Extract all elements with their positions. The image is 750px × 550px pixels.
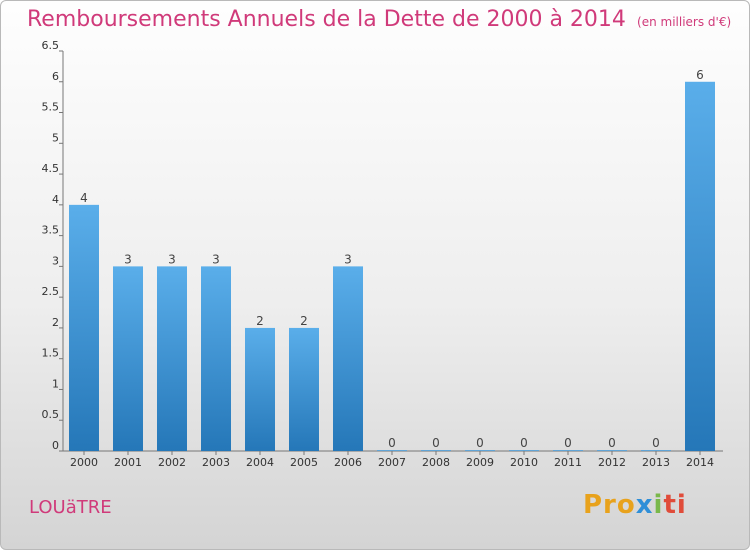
x-tick-label-2011: 2011 bbox=[554, 456, 582, 469]
value-label-2005: 2 bbox=[300, 314, 308, 328]
x-tick-label-2009: 2009 bbox=[466, 456, 494, 469]
bar-2006 bbox=[333, 266, 363, 451]
bar-2011 bbox=[553, 450, 583, 451]
bar-2001 bbox=[113, 266, 143, 451]
y-tick-label: 6.5 bbox=[42, 39, 60, 52]
bar-2004 bbox=[245, 327, 275, 451]
bar-2007 bbox=[377, 450, 407, 451]
chart-title-unit: (en milliers d'€) bbox=[637, 15, 732, 29]
y-tick-label: 1 bbox=[52, 377, 59, 390]
value-label-2004: 2 bbox=[256, 314, 264, 328]
x-tick-label-2010: 2010 bbox=[510, 456, 538, 469]
x-tick-label-2013: 2013 bbox=[642, 456, 670, 469]
value-label-2001: 3 bbox=[124, 252, 132, 266]
bar-2005 bbox=[289, 327, 319, 451]
value-label-2011: 0 bbox=[564, 436, 572, 450]
y-tick-label: 3 bbox=[52, 254, 59, 267]
bar-2013 bbox=[641, 450, 671, 451]
y-tick-label: 0.5 bbox=[42, 408, 60, 421]
value-label-2003: 3 bbox=[212, 252, 220, 266]
bar-2010 bbox=[509, 450, 539, 451]
y-tick-label: 4.5 bbox=[42, 162, 60, 175]
bar-2002 bbox=[157, 266, 187, 451]
value-label-2012: 0 bbox=[608, 436, 616, 450]
x-tick-label-2005: 2005 bbox=[290, 456, 318, 469]
bar-2000 bbox=[69, 204, 99, 451]
bar-2012 bbox=[597, 450, 627, 451]
y-tick-label: 6 bbox=[52, 70, 59, 83]
value-label-2002: 3 bbox=[168, 252, 176, 266]
value-label-2006: 3 bbox=[344, 252, 352, 266]
x-tick-label-2003: 2003 bbox=[202, 456, 230, 469]
value-label-2000: 4 bbox=[80, 191, 88, 205]
x-tick-label-2004: 2004 bbox=[246, 456, 274, 469]
value-label-2009: 0 bbox=[476, 436, 484, 450]
commune-name: LOUäTRE bbox=[29, 497, 112, 518]
chart-title: Remboursements Annuels de la Dette de 20… bbox=[27, 7, 731, 32]
value-label-2008: 0 bbox=[432, 436, 440, 450]
bar-2009 bbox=[465, 450, 495, 451]
y-tick-label: 2.5 bbox=[42, 285, 60, 298]
x-tick-label-2014: 2014 bbox=[686, 456, 714, 469]
value-label-2010: 0 bbox=[520, 436, 528, 450]
proxiti-logo: Proxiti bbox=[583, 490, 687, 520]
bar-2008 bbox=[421, 450, 451, 451]
value-label-2013: 0 bbox=[652, 436, 660, 450]
y-tick-label: 5 bbox=[52, 131, 59, 144]
x-tick-label-2002: 2002 bbox=[158, 456, 186, 469]
y-tick-label: 2 bbox=[52, 316, 59, 329]
x-tick-label-2007: 2007 bbox=[378, 456, 406, 469]
bar-2003 bbox=[201, 266, 231, 451]
y-tick-label: 1.5 bbox=[42, 347, 60, 360]
bar-2014 bbox=[685, 81, 715, 452]
value-label-2014: 6 bbox=[696, 68, 704, 82]
chart-title-main: Remboursements Annuels de la Dette de 20… bbox=[27, 7, 626, 32]
x-tick-label-2006: 2006 bbox=[334, 456, 362, 469]
value-label-2007: 0 bbox=[388, 436, 396, 450]
x-tick-label-2000: 2000 bbox=[70, 456, 98, 469]
y-tick-label: 0 bbox=[52, 439, 59, 452]
y-tick-label: 3.5 bbox=[42, 224, 60, 237]
x-tick-label-2001: 2001 bbox=[114, 456, 142, 469]
y-tick-label: 4 bbox=[52, 193, 59, 206]
x-tick-label-2012: 2012 bbox=[598, 456, 626, 469]
y-tick-label: 5.5 bbox=[42, 101, 60, 114]
x-tick-label-2008: 2008 bbox=[422, 456, 450, 469]
